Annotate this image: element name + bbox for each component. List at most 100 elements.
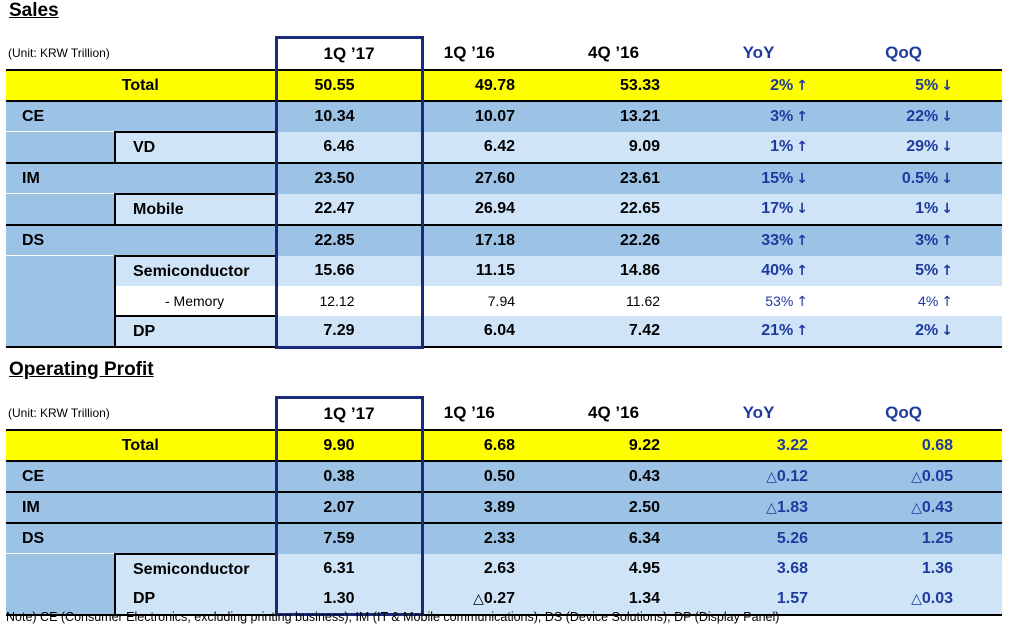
value-yoy: 1.83 (776, 498, 809, 516)
header-yoy: YoY (712, 37, 858, 70)
row-label: DS (6, 224, 277, 256)
value-4q16: 0.43 (567, 460, 713, 492)
value-4q16: 22.65 (567, 194, 713, 225)
value-1q16: 10.07 (422, 100, 568, 132)
table-row: DP 7.29 6.04 7.42 21% ↑ 2% ↓ (6, 315, 1003, 349)
row-label: VD (113, 131, 277, 163)
value-4q16: 23.61 (567, 162, 713, 194)
unit-label: (Unit: KRW Trillion) (6, 397, 277, 430)
footnote: Note) CE (Consumer Electronics, excludin… (6, 610, 780, 624)
value-1q17: 22.47 (274, 194, 424, 225)
value-1q16: 26.94 (422, 194, 568, 225)
header-yoy: YoY (712, 397, 858, 430)
value-4q16: 22.26 (567, 224, 713, 256)
value-qoq: 3% (915, 232, 939, 249)
header-4q16: 4Q ’16 (567, 37, 713, 70)
value-1q17: 2.07 (274, 491, 424, 523)
value-1q17: 50.55 (274, 69, 424, 101)
row-label: - Memory (113, 286, 277, 316)
arrow-down-icon: ↓ (941, 171, 954, 187)
arrow-up-icon: ↑ (796, 139, 809, 155)
triangle-icon: △ (766, 468, 777, 485)
value-4q16: 14.86 (567, 256, 713, 286)
row-label: IM (6, 491, 277, 523)
value-1q16: 17.18 (422, 224, 568, 256)
row-label: CE (6, 100, 277, 132)
row-label: DP (113, 584, 277, 616)
row-label: Total (6, 429, 277, 461)
table-row: IM 23.50 27.60 23.61 15% ↓ 0.5% ↓ (6, 162, 1003, 194)
value-yoy: 2% (770, 76, 794, 94)
arrow-up-icon: ↑ (796, 263, 809, 279)
unit-label: (Unit: KRW Trillion) (6, 37, 277, 70)
arrow-up-icon: ↑ (796, 323, 809, 339)
value-1q16: 6.04 (422, 316, 568, 348)
value-1q17: 7.59 (274, 522, 424, 554)
value-yoy: 21% (761, 322, 794, 339)
triangle-icon: △ (766, 499, 777, 516)
table-row: Mobile 22.47 26.94 22.65 17% ↓ 1% ↓ (6, 193, 1003, 225)
value-1q16: 7.94 (422, 286, 568, 316)
row-label: Total (6, 69, 277, 101)
triangle-icon: △ (911, 499, 922, 516)
value-yoy: 5.26 (712, 522, 858, 554)
row-label: Semiconductor (113, 255, 277, 286)
value-1q16: 0.27 (483, 589, 516, 607)
table-row: DS 22.85 17.18 22.26 33% ↑ 3% ↑ (6, 224, 1003, 256)
value-4q16: 9.22 (567, 429, 713, 461)
value-4q16: 2.50 (567, 491, 713, 523)
value-qoq: 1.36 (857, 554, 1003, 584)
operating-profit-title: Operating Profit (9, 359, 154, 380)
table-row: VD 6.46 6.42 9.09 1% ↑ 29% ↓ (6, 131, 1003, 163)
value-qoq: 0.43 (921, 498, 954, 516)
value-yoy: 33% (761, 232, 794, 249)
value-1q16: 2.33 (422, 522, 568, 554)
table-row: Semiconductor 6.31 2.63 4.95 3.68 1.36 (6, 553, 1003, 584)
sales-table: (Unit: KRW Trillion) 1Q ’17 1Q ’16 4Q ’1… (6, 36, 1003, 349)
value-yoy: 40% (761, 262, 794, 279)
value-1q17: 9.90 (274, 429, 424, 461)
table-row: DS 7.59 2.33 6.34 5.26 1.25 (6, 522, 1003, 554)
arrow-up-icon: ↑ (796, 233, 809, 249)
value-4q16: 13.21 (567, 100, 713, 132)
value-4q16: 4.95 (567, 554, 713, 584)
arrow-down-icon: ↓ (941, 323, 954, 339)
value-yoy: 3.68 (712, 554, 858, 584)
table-header-row: (Unit: KRW Trillion) 1Q ’17 1Q ’16 4Q ’1… (6, 36, 1003, 70)
value-yoy: 53% (765, 292, 794, 309)
arrow-down-icon: ↓ (941, 77, 954, 94)
arrow-down-icon: ↓ (941, 201, 954, 217)
header-1q17: 1Q ’17 (274, 36, 424, 70)
value-1q16: 49.78 (422, 69, 568, 101)
triangle-icon: △ (911, 590, 922, 607)
header-1q17: 1Q ’17 (274, 396, 424, 430)
value-1q17: 10.34 (274, 100, 424, 132)
arrow-down-icon: ↓ (941, 139, 954, 155)
header-4q16: 4Q ’16 (567, 397, 713, 430)
row-label: DS (6, 522, 277, 554)
value-1q16: 11.15 (422, 256, 568, 286)
value-yoy: 1.57 (712, 584, 858, 616)
row-label: CE (6, 460, 277, 492)
value-yoy: 1% (770, 138, 794, 155)
table-row: CE 0.38 0.50 0.43 △0.12 △0.05 (6, 460, 1003, 492)
arrow-up-icon: ↑ (796, 109, 809, 125)
value-1q16: 6.42 (422, 132, 568, 163)
value-4q16: 11.62 (567, 286, 713, 316)
value-4q16: 7.42 (567, 316, 713, 348)
value-1q16: 27.60 (422, 162, 568, 194)
sales-title: Sales (9, 0, 59, 21)
header-1q16: 1Q ’16 (422, 397, 568, 430)
value-4q16: 6.34 (567, 522, 713, 554)
value-1q16: 2.63 (422, 554, 568, 584)
arrow-down-icon: ↓ (796, 171, 809, 187)
row-label: Semiconductor (113, 553, 277, 584)
row-label: IM (6, 162, 277, 194)
table-row: DP 1.30 △0.27 1.34 1.57 △0.03 (6, 584, 1003, 616)
triangle-icon: △ (911, 468, 922, 485)
value-1q17: 22.85 (274, 224, 424, 256)
triangle-icon: △ (473, 590, 484, 607)
value-yoy: 15% (761, 170, 794, 187)
table-row: Total 50.55 49.78 53.33 2% ↑ 5% ↓ (6, 69, 1003, 101)
value-qoq: 0.68 (857, 429, 1003, 461)
